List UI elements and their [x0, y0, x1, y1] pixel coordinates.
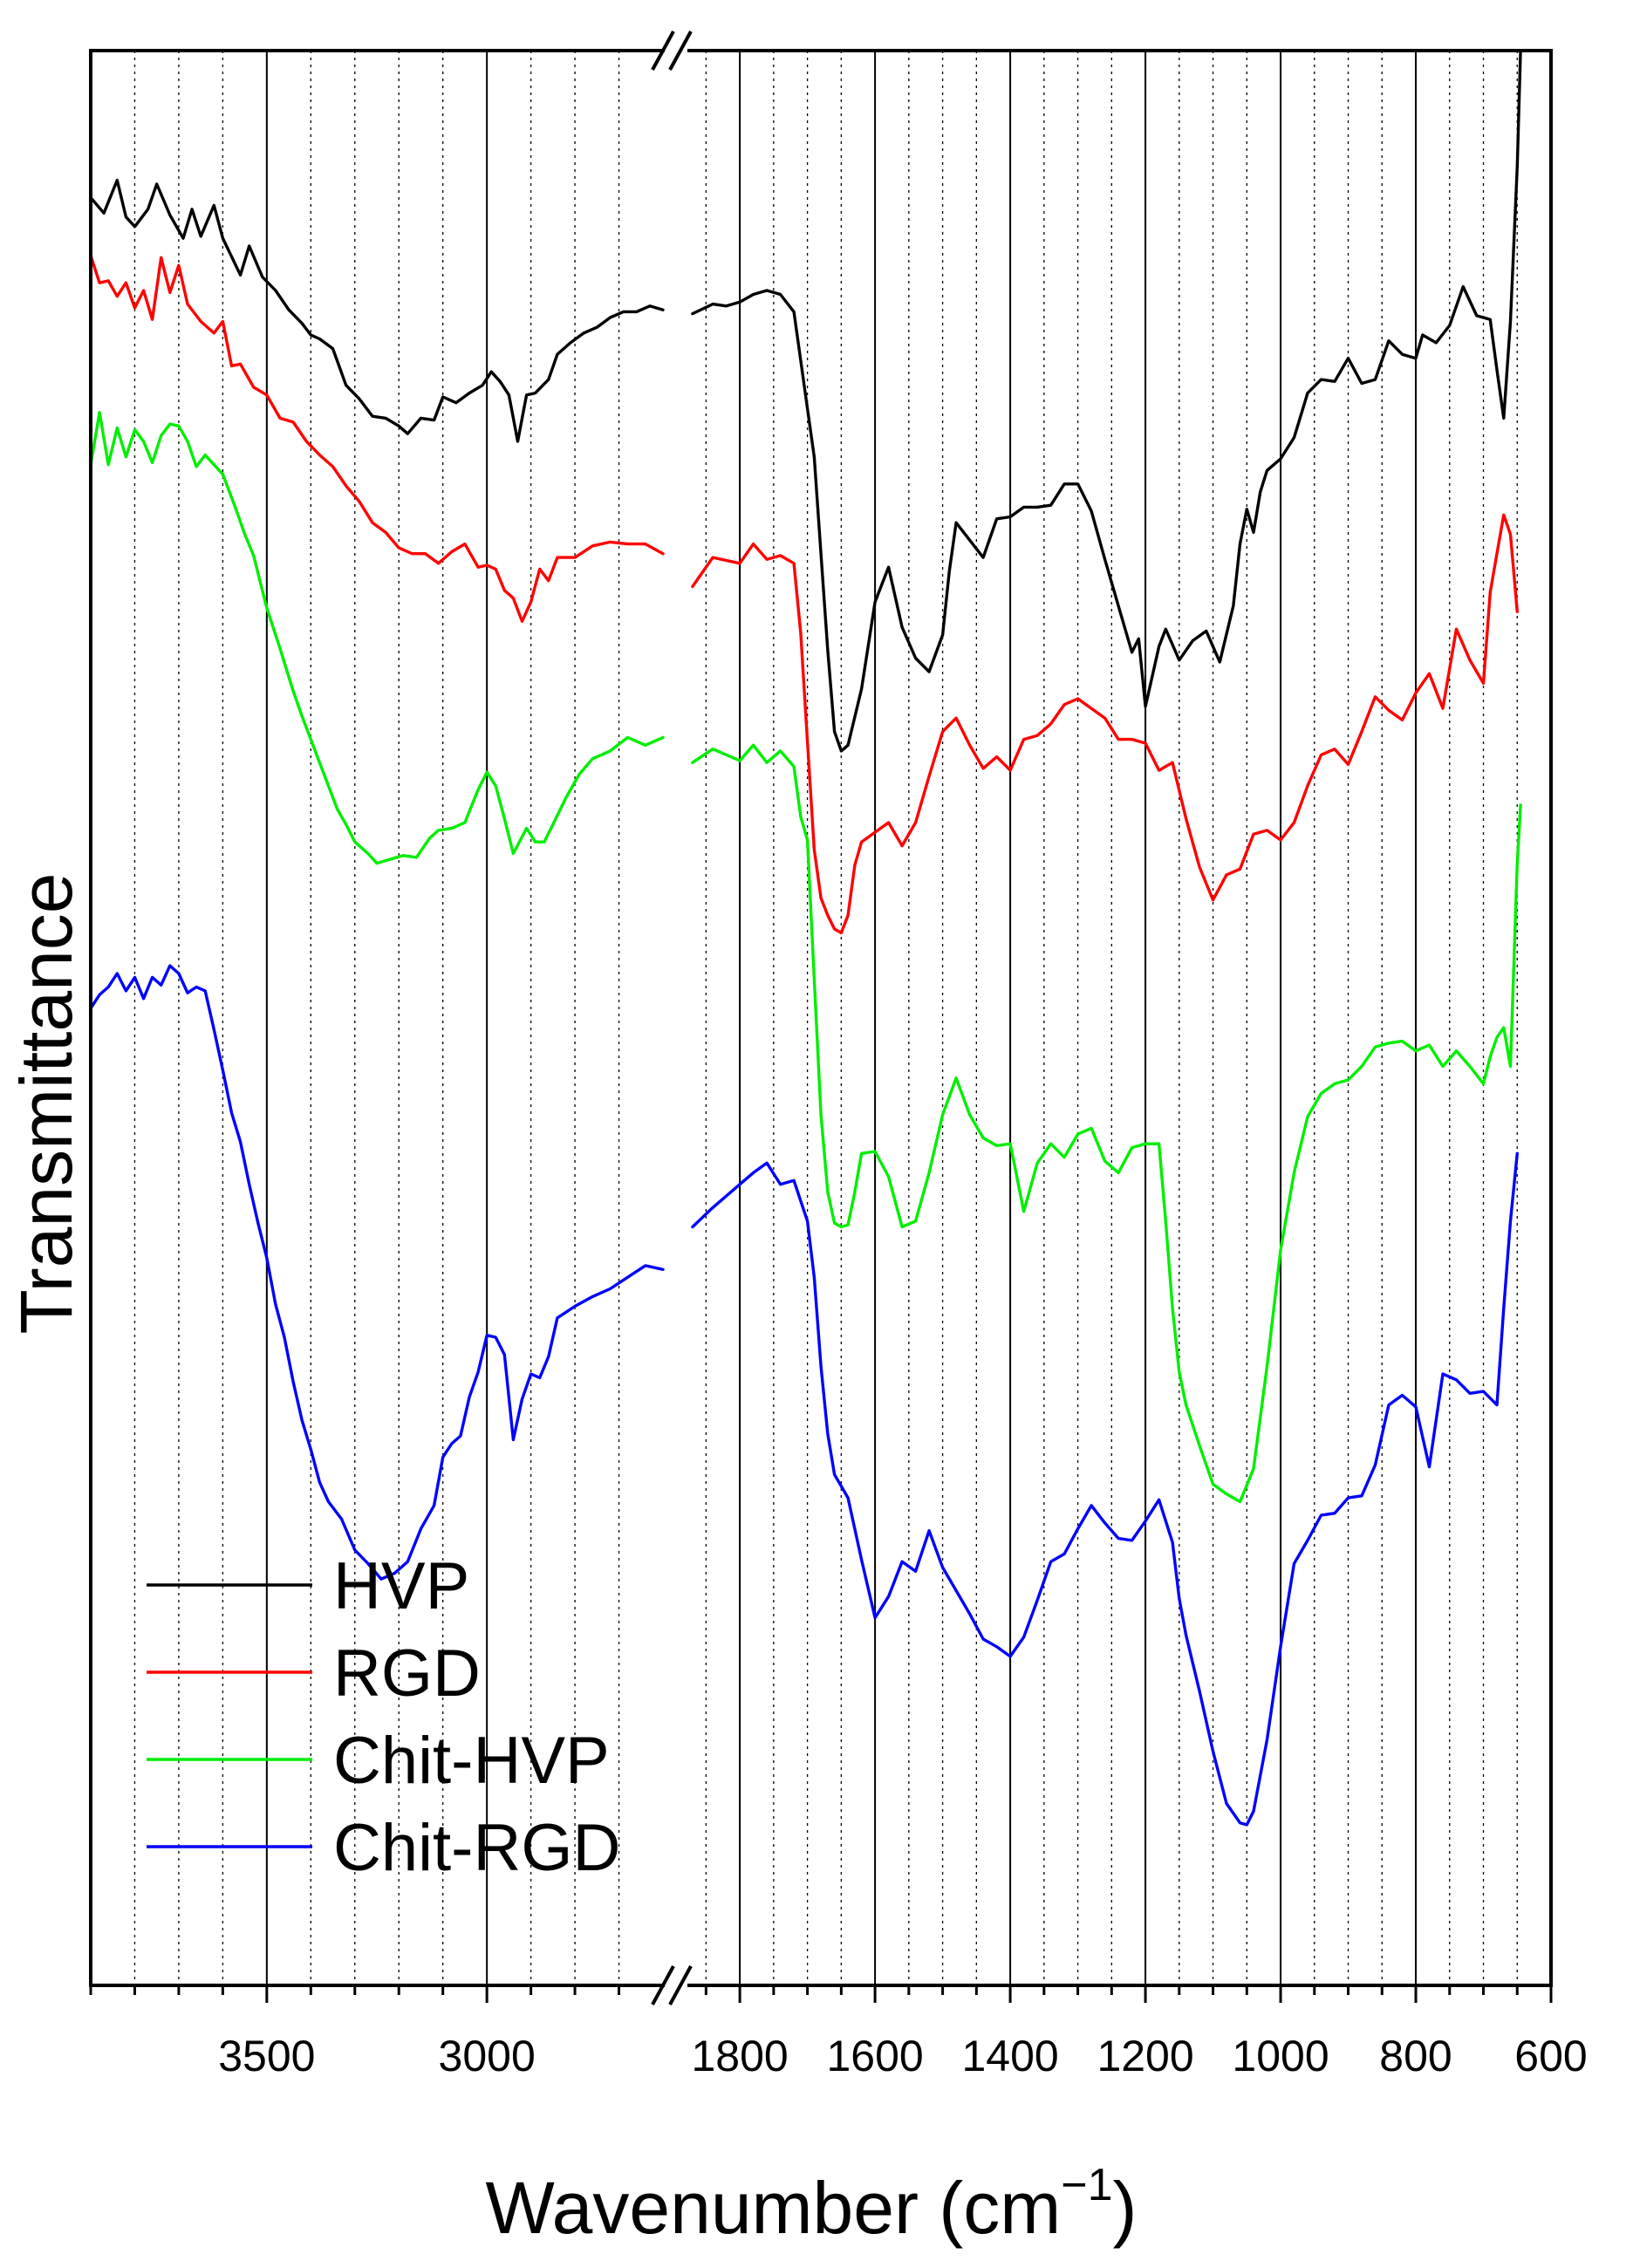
y-axis-title: Transmittance — [5, 872, 87, 1334]
x-tick-label: 3000 — [439, 2032, 536, 2080]
series-line-chit-hvp-segment-1 — [89, 411, 665, 865]
x-tick-label: 1800 — [692, 2032, 789, 2080]
axis-break-slash — [668, 1965, 693, 2005]
x-tick-label: 1000 — [1232, 2032, 1329, 2080]
plot-frame — [89, 49, 1553, 1987]
series-line-rgd-segment-1 — [89, 254, 665, 623]
axis-break-slash — [668, 31, 693, 71]
series-line-hvp-segment-2 — [691, 49, 1522, 753]
x-axis-title-superscript: −1 — [1061, 2160, 1112, 2210]
series-line-chit-hvp-segment-2 — [691, 743, 1522, 1504]
legend-label-rgd: RGD — [333, 1636, 481, 1711]
x-tick-label: 1600 — [826, 2032, 923, 2080]
x-tick-label: 3500 — [218, 2032, 315, 2080]
series-line-chit-rgd-segment-2 — [691, 1151, 1519, 1827]
legend: HVP RGD Chit-HVP Chit-RGD — [147, 1549, 620, 1885]
axis-break-marks — [651, 31, 693, 2005]
axis-break-slash — [651, 31, 675, 71]
legend-label-hvp: HVP — [333, 1549, 469, 1623]
legend-label-chit-hvp: Chit-HVP — [333, 1724, 610, 1798]
x-axis-title-text: Wavenumber (cm — [486, 2167, 1062, 2249]
series-line-rgd-segment-2 — [691, 513, 1519, 935]
x-axis-ticks — [89, 1985, 1553, 2003]
x-axis-title-close: ) — [1113, 2167, 1138, 2249]
spectra-lines — [89, 49, 1522, 1827]
axis-break-slash — [651, 1965, 675, 2005]
x-tick-label: 1400 — [961, 2032, 1058, 2080]
x-tick-label: 600 — [1514, 2032, 1587, 2080]
legend-label-chit-rgd: Chit-RGD — [333, 1811, 620, 1885]
x-axis-tick-labels: 3500 3000 1800 1600 1400 1200 1000 800 600 — [218, 2032, 1587, 2080]
x-tick-label: 800 — [1379, 2032, 1452, 2080]
series-line-chit-rgd-segment-1 — [89, 964, 665, 1581]
x-tick-label: 1200 — [1097, 2032, 1193, 2080]
x-axis-title: Wavenumber (cm−1) — [486, 2160, 1138, 2249]
grid-lines — [90, 51, 1518, 1985]
series-line-hvp-segment-1 — [89, 178, 665, 443]
